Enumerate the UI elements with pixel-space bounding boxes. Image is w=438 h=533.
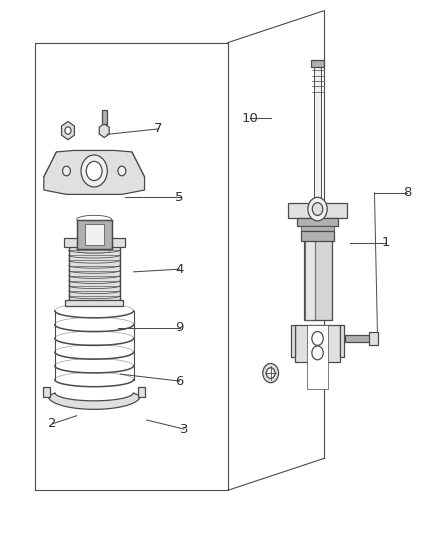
Polygon shape xyxy=(102,110,107,124)
Circle shape xyxy=(63,166,71,176)
Polygon shape xyxy=(291,325,295,357)
Polygon shape xyxy=(99,124,109,138)
Polygon shape xyxy=(307,325,328,389)
Text: 6: 6 xyxy=(175,375,184,387)
Text: 3: 3 xyxy=(180,423,188,435)
Polygon shape xyxy=(61,122,74,140)
Text: 8: 8 xyxy=(403,187,412,199)
Circle shape xyxy=(312,203,323,215)
Polygon shape xyxy=(301,226,334,231)
Polygon shape xyxy=(340,325,344,357)
Circle shape xyxy=(312,332,323,345)
Circle shape xyxy=(65,127,71,134)
Polygon shape xyxy=(295,325,340,362)
Text: 7: 7 xyxy=(153,123,162,135)
Polygon shape xyxy=(301,231,334,241)
Polygon shape xyxy=(43,387,50,397)
Circle shape xyxy=(308,197,327,221)
Polygon shape xyxy=(305,231,315,320)
Circle shape xyxy=(81,155,107,187)
Circle shape xyxy=(266,368,275,378)
Circle shape xyxy=(312,346,323,360)
Circle shape xyxy=(118,166,126,176)
Polygon shape xyxy=(345,335,373,342)
Polygon shape xyxy=(304,231,332,320)
Polygon shape xyxy=(64,238,125,247)
Polygon shape xyxy=(288,203,347,218)
Polygon shape xyxy=(85,224,104,245)
Polygon shape xyxy=(314,64,321,203)
Polygon shape xyxy=(297,218,339,226)
Polygon shape xyxy=(311,60,324,67)
Text: 4: 4 xyxy=(175,263,184,276)
Polygon shape xyxy=(77,220,112,249)
Text: 1: 1 xyxy=(381,236,390,249)
Circle shape xyxy=(263,364,279,383)
Polygon shape xyxy=(65,300,123,306)
Text: 10: 10 xyxy=(241,112,258,125)
Text: 2: 2 xyxy=(48,417,57,430)
Polygon shape xyxy=(138,387,145,397)
Text: 5: 5 xyxy=(175,191,184,204)
Text: 9: 9 xyxy=(175,321,184,334)
Polygon shape xyxy=(48,393,140,409)
Polygon shape xyxy=(69,245,120,301)
Circle shape xyxy=(86,161,102,181)
Polygon shape xyxy=(44,150,145,195)
Polygon shape xyxy=(369,332,378,345)
